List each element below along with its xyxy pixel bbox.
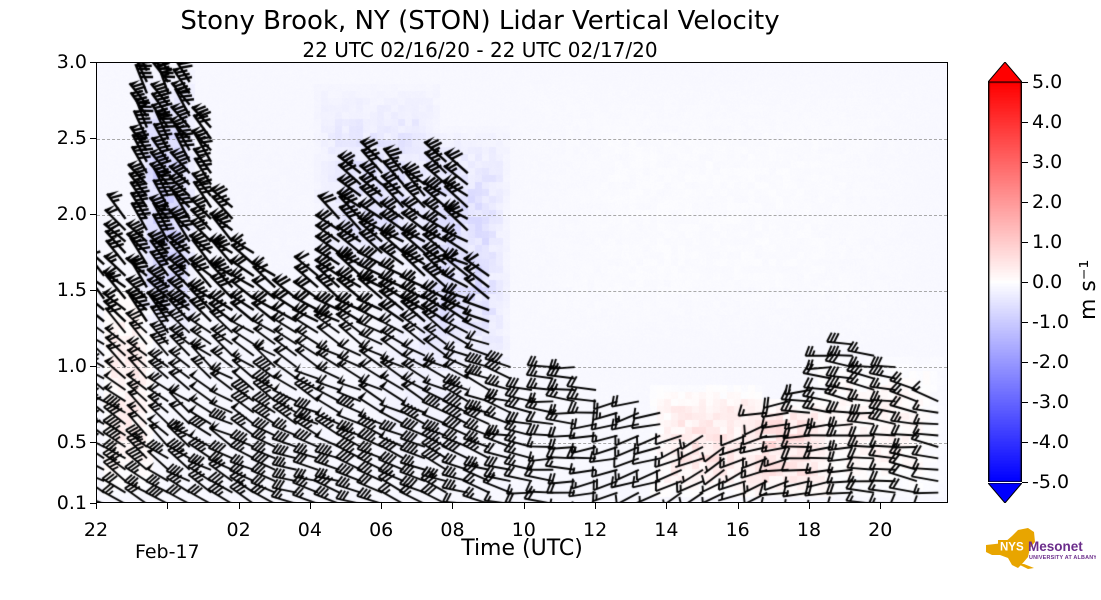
colorbar-tick-label: -1.0 <box>1032 311 1070 333</box>
y-axis-tick-label: 0.1 <box>56 492 87 514</box>
y-axis-tick-label: 2.0 <box>56 203 87 226</box>
logo-university-text: UNIVERSITY AT ALBANY <box>1029 555 1096 561</box>
colorbar-tick-label: 3.0 <box>1032 151 1063 173</box>
x-axis-tick-mark <box>595 503 597 509</box>
colorbar-tick-mark <box>1022 122 1028 123</box>
x-axis-tick-label: 18 <box>796 519 822 541</box>
x-axis-tick-label: 06 <box>369 519 394 541</box>
y-axis-tick-mark <box>90 442 96 444</box>
y-axis-tick-label: 1.5 <box>56 279 87 302</box>
colorbar-tick-mark <box>1022 82 1028 83</box>
x-axis-tick-mark <box>96 503 97 509</box>
y-axis-tick-label: 1.0 <box>56 355 87 378</box>
x-axis-label: Time (UTC) <box>461 536 583 561</box>
colorbar-extend-min-arrow <box>988 483 1022 503</box>
x-axis-tick-mark <box>737 503 739 509</box>
x-axis-tick-label: 20 <box>868 519 893 541</box>
x-axis-tick-label: 10 <box>511 519 536 541</box>
colorbar-extend-max-arrow <box>988 62 1022 82</box>
y-axis-tick-label: 2.5 <box>56 127 87 150</box>
colorbar-tick-label: 1.0 <box>1032 231 1063 253</box>
colorbar-tick-label: -4.0 <box>1032 431 1070 453</box>
x-axis-tick-label: 02 <box>226 519 251 541</box>
colorbar-tick-label: 4.0 <box>1032 111 1063 133</box>
x-axis-tick-label: 22 <box>83 519 109 541</box>
colorbar-tick-label: 2.0 <box>1032 191 1063 213</box>
x-axis-tick-mark <box>452 503 454 509</box>
logo-mesonet-text: Mesonet <box>1028 539 1083 554</box>
figure-subtitle: 22 UTC 02/16/20 - 22 UTC 02/17/20 <box>302 38 658 62</box>
y-axis-tick-label: 3.0 <box>56 51 87 73</box>
nys-mesonet-logo[interactable]: NYS Mesonet UNIVERSITY AT ALBANY <box>978 524 1096 572</box>
plot-area[interactable] <box>96 62 948 503</box>
colorbar-tick-mark <box>1022 362 1028 363</box>
y-axis-tick-label: 0.5 <box>56 431 87 454</box>
colorbar-tick-mark <box>1022 202 1028 203</box>
colorbar-tick-label: -2.0 <box>1032 351 1070 373</box>
colorbar-tick-mark <box>1022 402 1028 403</box>
x-axis-tick-mark <box>381 503 383 509</box>
colorbar-tick-label: -3.0 <box>1032 391 1070 413</box>
colorbar-tick-label: 0.0 <box>1032 271 1063 293</box>
colorbar-tick-mark <box>1022 442 1028 443</box>
x-axis-tick-label: 04 <box>297 519 322 541</box>
y-axis-tick-mark <box>90 214 96 216</box>
x-axis-date-tick-mark <box>167 503 169 509</box>
y-axis-tick-mark <box>90 62 96 63</box>
x-axis-tick-mark <box>808 503 810 509</box>
x-axis-date-label: Feb-17 <box>134 541 200 563</box>
y-axis-tick-mark <box>90 366 96 368</box>
x-axis-tick-mark <box>309 503 311 509</box>
x-axis-tick-label: 16 <box>725 519 750 541</box>
y-axis-tick-mark <box>90 138 96 140</box>
colorbar-tick-mark <box>1022 482 1028 483</box>
colorbar-tick-label: 5.0 <box>1032 71 1063 93</box>
x-axis-tick-mark <box>523 503 525 509</box>
colorbar-tick-mark <box>1022 162 1028 163</box>
x-axis-tick-mark <box>666 503 668 509</box>
x-axis-tick-mark <box>880 503 882 509</box>
logo-nys-text: NYS <box>1000 542 1024 554</box>
colorbar[interactable]: 5.0 4.0 3.0 2.0 1.0 0.0 -1.0 -2.0 -3.0 -4.0 -5.0 <box>988 62 1069 503</box>
x-axis-tick-mark <box>238 503 240 509</box>
y-axis-tick-mark <box>90 290 96 292</box>
wind-barbs-overlay <box>97 63 947 502</box>
page-title: Stony Brook, NY (STON) Lidar Vertical Ve… <box>180 6 780 36</box>
x-axis-tick-label: 08 <box>440 519 465 541</box>
colorbar-unit-label: m s⁻¹ <box>1076 259 1101 320</box>
colorbar-tick-label: -5.0 <box>1032 471 1070 493</box>
colorbar-tick-mark <box>1022 242 1028 243</box>
colorbar-tick-mark <box>1022 322 1028 323</box>
x-axis-tick-label: 12 <box>582 519 608 541</box>
colorbar-gradient <box>988 82 1022 482</box>
x-axis-tick-label: 14 <box>654 519 679 541</box>
y-axis-tick-mark <box>90 503 96 504</box>
logo-nys-plate <box>998 540 1026 553</box>
colorbar-tick-mark <box>1022 282 1028 283</box>
